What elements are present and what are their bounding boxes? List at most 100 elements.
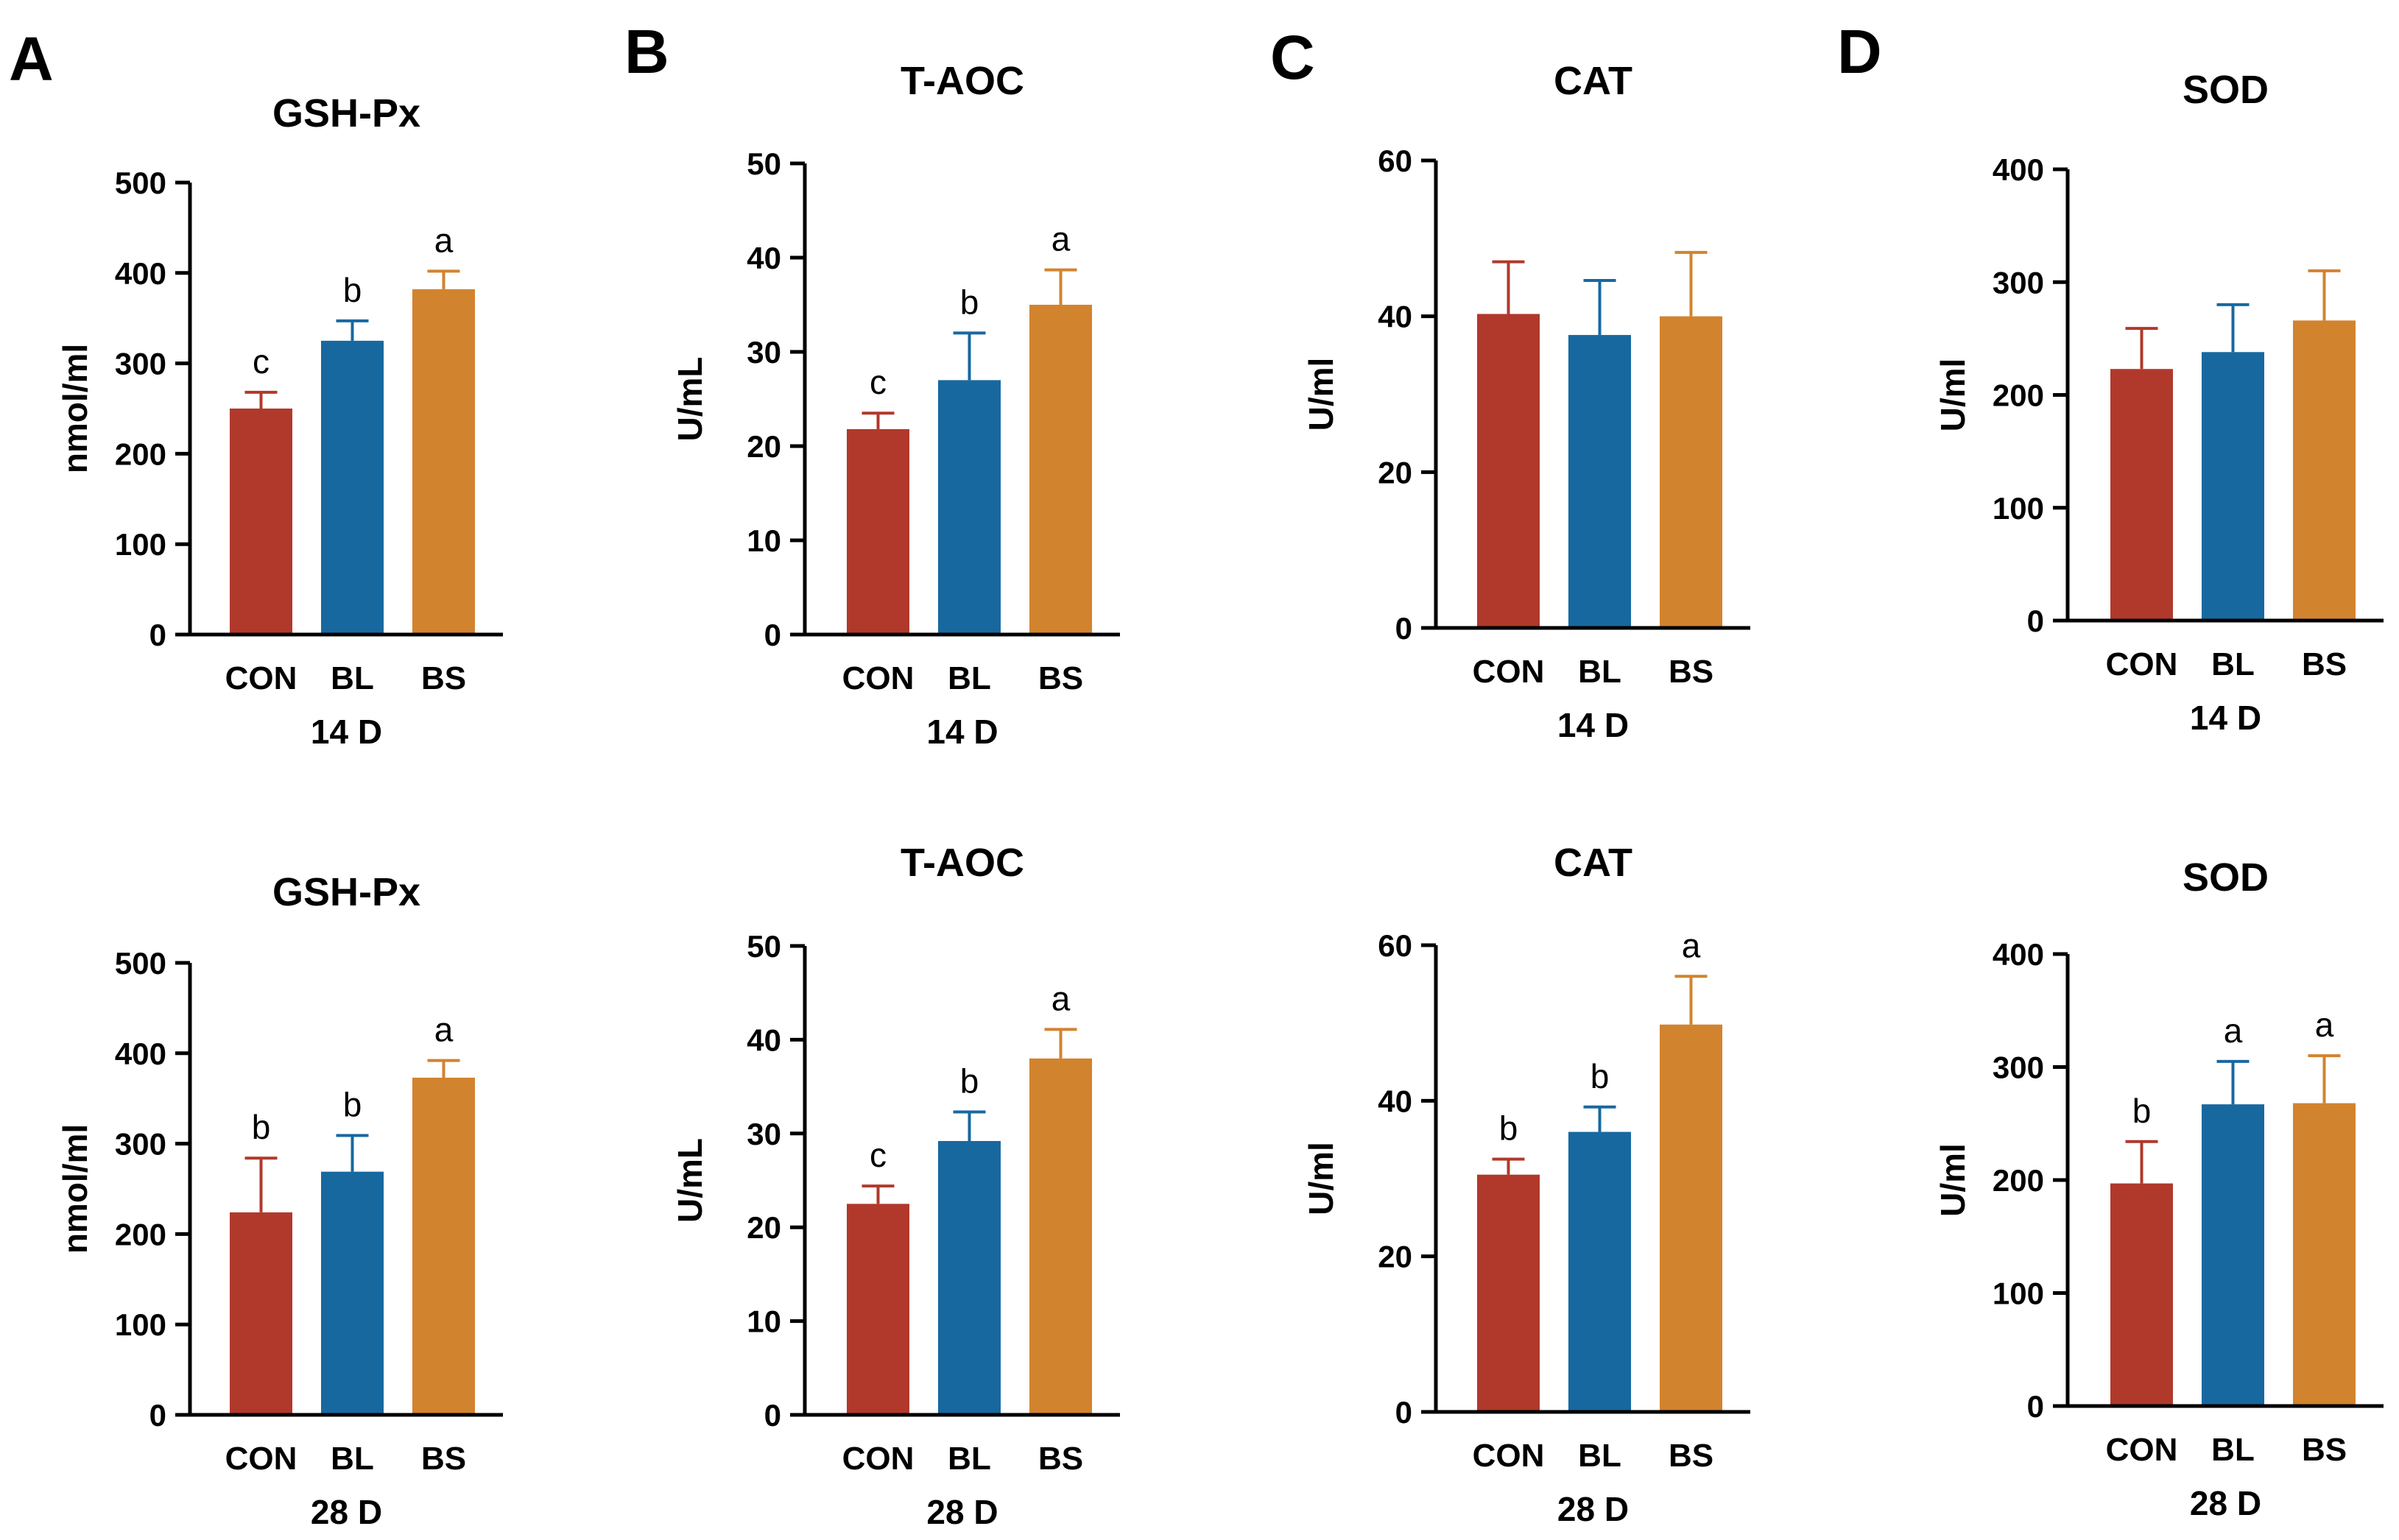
chart-a-14d-y-tick-label: 0	[149, 618, 166, 652]
chart-d-28d-category-label: CON	[2106, 1432, 2178, 1468]
chart-b-28d-significance-bs: a	[1051, 979, 1071, 1017]
chart-b-14d-y-tick-label: 0	[764, 618, 781, 652]
chart-c-28d-x-label: 28 D	[1557, 1490, 1629, 1528]
chart-d-14d-bar-bs	[2293, 320, 2356, 621]
chart-b-28d-significance-con: c	[870, 1136, 887, 1174]
chart-a-28d-category-label: BS	[421, 1441, 466, 1477]
panel-label-c: C	[1270, 23, 1315, 92]
chart-a-28d-y-label: nmol/ml	[56, 1124, 94, 1254]
chart-b-28d-bar-bs	[1029, 1058, 1092, 1415]
chart-a-28d-significance-con: b	[252, 1108, 271, 1146]
chart-a-14d-y-tick-label: 100	[115, 527, 166, 562]
chart-b-28d-y-tick-label: 40	[747, 1022, 781, 1057]
chart-d-28d-y-tick-label: 400	[1993, 937, 2044, 972]
chart-d-28d-bar-bl	[2202, 1104, 2264, 1406]
chart-a-14d-x-label: 14 D	[311, 713, 382, 751]
panel-label-d: D	[1837, 17, 1882, 86]
chart-a-28d-x-label: 28 D	[311, 1493, 382, 1531]
chart-c-28d-significance-con: b	[1499, 1109, 1518, 1148]
chart-a-14d-category-label: CON	[225, 660, 297, 696]
chart-d-28d-significance-bl: a	[2224, 1011, 2243, 1050]
panel-label-b: B	[624, 17, 669, 86]
chart-c-14d-category-label: BS	[1669, 654, 1713, 690]
chart-a-14d-category-label: BL	[331, 660, 374, 696]
chart-b-14d-category-label: CON	[842, 660, 915, 696]
chart-c-14d-x-label: 14 D	[1557, 706, 1629, 744]
chart-a-28d-bar-con	[230, 1212, 292, 1415]
chart-d-14d-category-label: BS	[2302, 646, 2347, 682]
chart-c-28d-title: CAT	[1554, 841, 1632, 885]
chart-a-14d-significance-con: c	[253, 342, 270, 381]
chart-b-14d-y-tick-label: 30	[747, 335, 781, 370]
chart-b-14d-y-label: U/mL	[671, 357, 709, 442]
chart-d-14d-bar-bl	[2202, 352, 2264, 621]
chart-a-14d-significance-bs: a	[434, 221, 454, 259]
chart-b-28d-y-tick-label: 30	[747, 1117, 781, 1151]
chart-c-28d-bar-bl	[1568, 1131, 1631, 1412]
chart-c-28d-category-label: CON	[1473, 1438, 1545, 1474]
chart-c-14d-y-tick-label: 20	[1378, 455, 1412, 490]
chart-b-28d-category-label: BS	[1038, 1441, 1083, 1477]
chart-a-14d-title: GSH-Px	[272, 91, 420, 135]
chart-b-28d-y-tick-label: 0	[764, 1398, 781, 1433]
chart-d-28d-y-tick-label: 200	[1993, 1163, 2044, 1198]
chart-b-14d-significance-con: c	[870, 363, 887, 401]
chart-a-28d-significance-bs: a	[434, 1011, 454, 1049]
chart-c-14d-y-tick-label: 0	[1395, 611, 1412, 646]
chart-c-14d-category-label: BL	[1578, 654, 1621, 690]
chart-b-14d-category-label: BS	[1038, 660, 1083, 696]
panel-label-a: A	[9, 24, 54, 93]
chart-a-28d-bar-bl	[321, 1171, 384, 1415]
chart-a-14d-y-label: nmol/ml	[56, 344, 94, 473]
chart-d-14d-title: SOD	[2183, 68, 2269, 112]
chart-d-14d-y-tick-label: 0	[2027, 604, 2044, 638]
chart-d-14d-x-label: 14 D	[2190, 699, 2261, 737]
chart-d-28d-y-tick-label: 300	[1993, 1050, 2044, 1085]
chart-c-14d-y-tick-label: 60	[1378, 144, 1412, 178]
chart-d-28d-y-label: U/ml	[1934, 1143, 1972, 1217]
chart-b-28d-category-label: BL	[948, 1441, 991, 1477]
chart-b-28d-bar-bl	[938, 1140, 1001, 1415]
chart-a-28d-significance-bl: b	[343, 1086, 362, 1124]
chart-d-28d-x-label: 28 D	[2190, 1484, 2261, 1522]
chart-a-14d-bar-bs	[412, 289, 475, 635]
chart-a-28d-bar-bs	[412, 1077, 475, 1415]
chart-a-28d-category-label: CON	[225, 1441, 297, 1477]
chart-a-28d-category-label: BL	[331, 1441, 374, 1477]
chart-c-28d-y-tick-label: 0	[1395, 1395, 1412, 1430]
chart-a-14d-category-label: BS	[421, 660, 466, 696]
chart-b-14d-x-label: 14 D	[926, 713, 998, 751]
chart-d-28d-significance-bs: a	[2315, 1006, 2334, 1044]
chart-c-14d-bar-bl	[1568, 335, 1631, 628]
chart-c-14d-title: CAT	[1554, 59, 1632, 103]
chart-b-14d-bar-bl	[938, 380, 1001, 635]
chart-b-28d-significance-bl: b	[960, 1062, 979, 1100]
chart-c-28d-category-label: BS	[1669, 1438, 1713, 1474]
chart-d-14d-category-label: BL	[2211, 646, 2255, 682]
chart-a-14d-significance-bl: b	[343, 271, 362, 309]
chart-b-28d-y-tick-label: 20	[747, 1210, 781, 1245]
chart-c-14d-category-label: CON	[1473, 654, 1545, 690]
chart-d-14d-y-tick-label: 100	[1993, 491, 2044, 526]
chart-d-14d-y-tick-label: 300	[1993, 265, 2044, 300]
chart-a-14d-y-tick-label: 300	[115, 347, 166, 381]
chart-b-14d-category-label: BL	[948, 660, 991, 696]
chart-c-28d-significance-bs: a	[1682, 926, 1701, 964]
chart-c-14d-y-label: U/ml	[1302, 358, 1340, 431]
chart-d-28d-bar-bs	[2293, 1103, 2356, 1406]
chart-b-14d-significance-bs: a	[1051, 220, 1071, 258]
chart-b-28d-y-tick-label: 50	[747, 929, 781, 964]
chart-b-14d-title: T-AOC	[901, 59, 1024, 103]
chart-b-28d-category-label: CON	[842, 1441, 915, 1477]
chart-d-28d-y-tick-label: 100	[1993, 1276, 2044, 1311]
chart-d-14d-category-label: CON	[2106, 646, 2178, 682]
chart-a-14d-bar-bl	[321, 340, 384, 635]
chart-a-14d-y-tick-label: 200	[115, 437, 166, 471]
chart-d-28d-y-tick-label: 0	[2027, 1389, 2044, 1424]
chart-c-28d-y-label: U/ml	[1302, 1142, 1340, 1215]
chart-b-28d-title: T-AOC	[901, 841, 1024, 885]
chart-a-14d-bar-con	[230, 409, 292, 635]
chart-a-28d-y-tick-label: 300	[115, 1127, 166, 1162]
chart-b-14d-y-tick-label: 20	[747, 429, 781, 464]
